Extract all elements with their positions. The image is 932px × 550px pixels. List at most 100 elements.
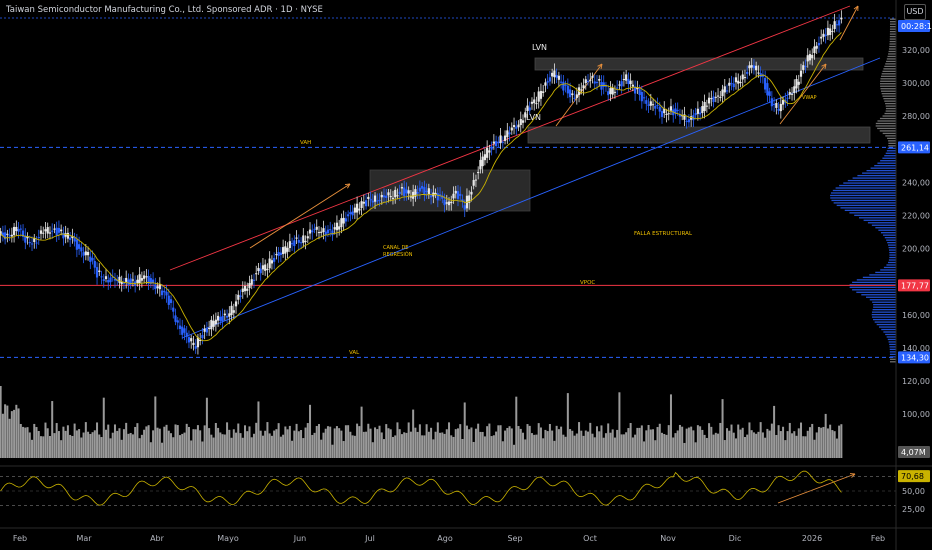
volume-profile-bar xyxy=(889,256,896,259)
price-badge-label: 177,77 xyxy=(901,281,929,290)
volume-bar xyxy=(98,434,101,458)
volume-bar xyxy=(775,434,778,458)
volume-bar xyxy=(752,432,755,458)
volume-bar xyxy=(640,425,643,458)
candle-body xyxy=(607,91,610,96)
candle-body xyxy=(125,277,128,282)
volume-bar xyxy=(329,426,332,458)
candle-body xyxy=(219,316,222,321)
candle-body xyxy=(829,28,832,35)
candle-body xyxy=(658,106,661,112)
time-tick-label: Sep xyxy=(507,534,522,543)
candle-body xyxy=(201,335,204,339)
volume-bar xyxy=(622,434,625,458)
volume-bar xyxy=(277,423,280,458)
volume-bar xyxy=(672,437,675,458)
candle-body xyxy=(297,239,300,243)
candle-body xyxy=(647,104,650,106)
price-badge-label: 261,14 xyxy=(901,143,929,152)
volume-bar xyxy=(143,429,146,458)
volume-bar xyxy=(804,436,807,458)
volume-profile-bar xyxy=(889,254,896,256)
candle-body xyxy=(214,319,217,325)
volume-bar xyxy=(773,405,776,458)
candle-body xyxy=(799,70,803,77)
candle-body xyxy=(472,180,475,186)
volume-bar xyxy=(730,424,733,458)
candle-body xyxy=(360,201,363,209)
volume-bar xyxy=(338,428,341,458)
volume-bar xyxy=(479,431,482,458)
volume-bar xyxy=(113,424,116,458)
volume-bar xyxy=(28,432,31,458)
volume-profile-bar xyxy=(830,197,896,199)
vwap-line xyxy=(0,32,842,342)
candle-body xyxy=(192,342,195,346)
candle-body xyxy=(246,288,249,291)
candle-body xyxy=(0,231,2,236)
volume-bar xyxy=(755,433,758,458)
candle-body xyxy=(118,276,121,283)
volume-bar xyxy=(22,426,25,458)
volume-bar xyxy=(96,422,99,458)
volume-bar xyxy=(134,426,137,458)
volume-bar xyxy=(616,429,619,458)
volume-profile-bar xyxy=(887,244,896,246)
volume-bar xyxy=(526,424,529,458)
candle-body xyxy=(840,17,843,20)
volume-profile-bar xyxy=(886,150,896,152)
volume-profile-bar xyxy=(887,241,896,244)
volume-bar xyxy=(270,435,273,458)
volume-bar xyxy=(39,436,42,458)
candle-body xyxy=(517,124,520,128)
candle-body xyxy=(127,279,130,285)
volume-bar xyxy=(383,439,386,458)
volume-bar xyxy=(183,432,186,458)
volume-bar xyxy=(228,429,231,458)
volume-bar xyxy=(714,432,717,458)
candle-body xyxy=(145,276,148,278)
candle-body xyxy=(642,97,646,99)
volume-bar xyxy=(252,433,255,458)
candle-body xyxy=(582,85,585,89)
volume-bar xyxy=(786,431,789,458)
rsi-line xyxy=(0,470,842,506)
candle-body xyxy=(234,301,238,307)
volume-profile-bar xyxy=(873,306,896,308)
volume-profile-bar xyxy=(831,199,896,202)
time-tick-label: Abr xyxy=(150,534,165,543)
volume-profile-bar xyxy=(889,358,896,360)
candle-body xyxy=(542,91,545,93)
volume-bar xyxy=(407,422,410,458)
volume-bar xyxy=(273,430,276,458)
volume-bar xyxy=(690,426,693,458)
volume-bar xyxy=(69,434,72,458)
candle-body xyxy=(737,80,740,84)
volume-bar xyxy=(613,437,616,458)
volume-bar xyxy=(226,422,229,458)
currency-button[interactable]: USD xyxy=(904,4,926,20)
volume-bar xyxy=(589,422,592,458)
candle-body xyxy=(64,233,67,237)
candle-body xyxy=(779,103,782,112)
volume-bar xyxy=(750,430,753,458)
volume-profile-bar xyxy=(888,246,896,249)
volume-profile-bar xyxy=(885,105,896,107)
volume-bar xyxy=(149,442,152,458)
candle-body xyxy=(78,244,81,249)
volume-bar xyxy=(190,440,193,458)
candle-body xyxy=(26,236,29,239)
volume-bar xyxy=(607,423,610,458)
volume-bar xyxy=(241,437,244,458)
volume-bar xyxy=(777,425,780,458)
volume-profile-bar xyxy=(877,127,896,130)
candle-body xyxy=(414,189,417,197)
volume-profile-bar xyxy=(889,249,896,251)
volume-bar xyxy=(454,429,457,458)
volume-bar xyxy=(678,424,681,458)
candle-body xyxy=(454,190,457,194)
candle-body xyxy=(468,195,471,203)
volume-profile-bar xyxy=(873,304,896,306)
volume-bar xyxy=(31,439,34,458)
